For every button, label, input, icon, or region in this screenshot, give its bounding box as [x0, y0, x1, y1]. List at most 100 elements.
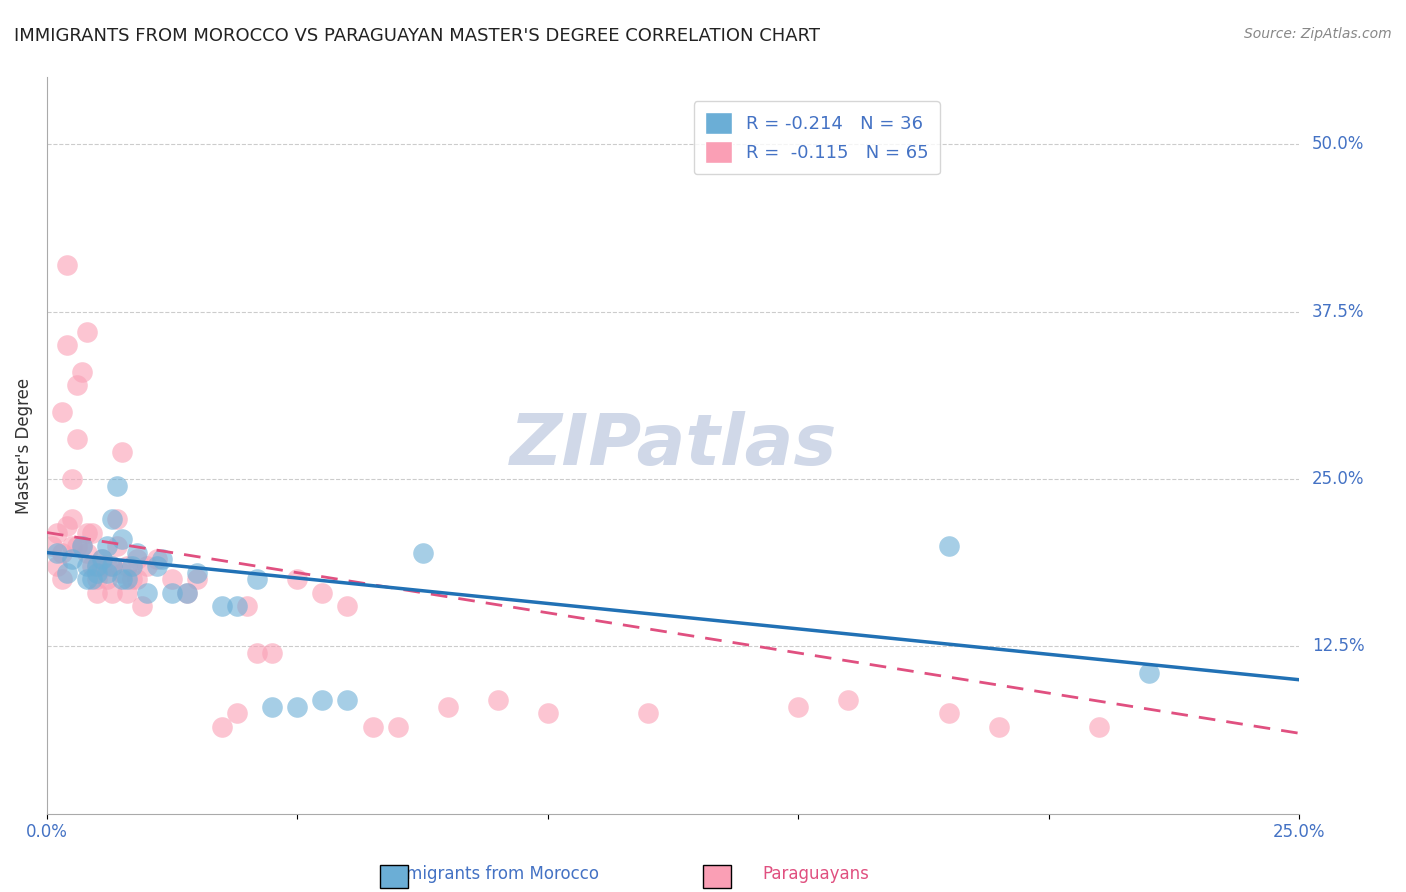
- Point: [111, 566, 134, 580]
- Point: [136, 586, 159, 600]
- Point: [86, 566, 108, 580]
- Point: [91, 552, 114, 566]
- Point: [101, 559, 124, 574]
- Point: [176, 586, 198, 600]
- Point: [105, 512, 128, 526]
- Point: [146, 559, 169, 574]
- Point: [176, 586, 198, 600]
- Point: [121, 573, 143, 587]
- Point: [101, 512, 124, 526]
- Point: [66, 539, 89, 553]
- Point: [86, 559, 108, 574]
- Point: [115, 573, 138, 587]
- Point: [311, 586, 333, 600]
- Point: [56, 566, 79, 580]
- Point: [211, 599, 233, 614]
- Y-axis label: Master's Degree: Master's Degree: [15, 377, 32, 514]
- Point: [60, 539, 83, 553]
- Point: [101, 559, 124, 574]
- Point: [125, 546, 148, 560]
- Point: [146, 552, 169, 566]
- Point: [51, 573, 73, 587]
- Point: [361, 720, 384, 734]
- Point: [76, 325, 98, 339]
- Point: [70, 365, 93, 379]
- Point: [115, 586, 138, 600]
- Point: [51, 546, 73, 560]
- Point: [45, 559, 67, 574]
- Point: [121, 559, 143, 574]
- Point: [236, 599, 259, 614]
- Point: [262, 646, 284, 660]
- Legend: R = -0.214   N = 36, R =  -0.115   N = 65: R = -0.214 N = 36, R = -0.115 N = 65: [693, 101, 939, 174]
- Point: [160, 573, 183, 587]
- Point: [56, 338, 79, 352]
- Point: [56, 518, 79, 533]
- Point: [226, 599, 249, 614]
- Point: [86, 586, 108, 600]
- Point: [86, 559, 108, 574]
- Text: 25.0%: 25.0%: [1312, 470, 1364, 488]
- Text: 12.5%: 12.5%: [1312, 637, 1364, 656]
- Point: [637, 706, 659, 721]
- Point: [76, 559, 98, 574]
- Point: [537, 706, 560, 721]
- Point: [262, 699, 284, 714]
- Point: [186, 573, 208, 587]
- Text: Immigrants from Morocco: Immigrants from Morocco: [385, 865, 599, 883]
- Point: [387, 720, 409, 734]
- Point: [111, 573, 134, 587]
- Point: [80, 573, 103, 587]
- Point: [60, 512, 83, 526]
- Point: [287, 699, 309, 714]
- Point: [60, 552, 83, 566]
- Point: [96, 573, 118, 587]
- Point: [1088, 720, 1111, 734]
- Point: [41, 539, 63, 553]
- Point: [96, 566, 118, 580]
- Text: 50.0%: 50.0%: [1312, 136, 1364, 153]
- Point: [311, 693, 333, 707]
- Point: [80, 525, 103, 540]
- Point: [101, 586, 124, 600]
- Point: [105, 478, 128, 492]
- Point: [66, 432, 89, 446]
- Point: [436, 699, 458, 714]
- Point: [66, 378, 89, 392]
- Text: ZIPatlas: ZIPatlas: [509, 411, 837, 480]
- Text: 37.5%: 37.5%: [1312, 302, 1364, 320]
- Point: [336, 599, 359, 614]
- Point: [125, 573, 148, 587]
- Point: [938, 539, 960, 553]
- Point: [226, 706, 249, 721]
- Point: [987, 720, 1010, 734]
- Point: [70, 539, 93, 553]
- Point: [1137, 666, 1160, 681]
- Point: [105, 539, 128, 553]
- Point: [125, 552, 148, 566]
- Point: [412, 546, 434, 560]
- Point: [136, 559, 159, 574]
- Point: [211, 720, 233, 734]
- Point: [111, 532, 134, 546]
- Point: [938, 706, 960, 721]
- Text: IMMIGRANTS FROM MOROCCO VS PARAGUAYAN MASTER'S DEGREE CORRELATION CHART: IMMIGRANTS FROM MOROCCO VS PARAGUAYAN MA…: [14, 27, 820, 45]
- Point: [80, 559, 103, 574]
- Point: [96, 559, 118, 574]
- Point: [45, 525, 67, 540]
- Point: [56, 258, 79, 272]
- Point: [287, 573, 309, 587]
- Point: [131, 599, 153, 614]
- Point: [246, 646, 269, 660]
- Point: [91, 552, 114, 566]
- Point: [76, 525, 98, 540]
- Point: [76, 573, 98, 587]
- Point: [115, 559, 138, 574]
- Point: [787, 699, 810, 714]
- Point: [91, 559, 114, 574]
- Point: [150, 552, 173, 566]
- Point: [60, 472, 83, 486]
- Point: [70, 539, 93, 553]
- Point: [86, 573, 108, 587]
- Point: [51, 405, 73, 419]
